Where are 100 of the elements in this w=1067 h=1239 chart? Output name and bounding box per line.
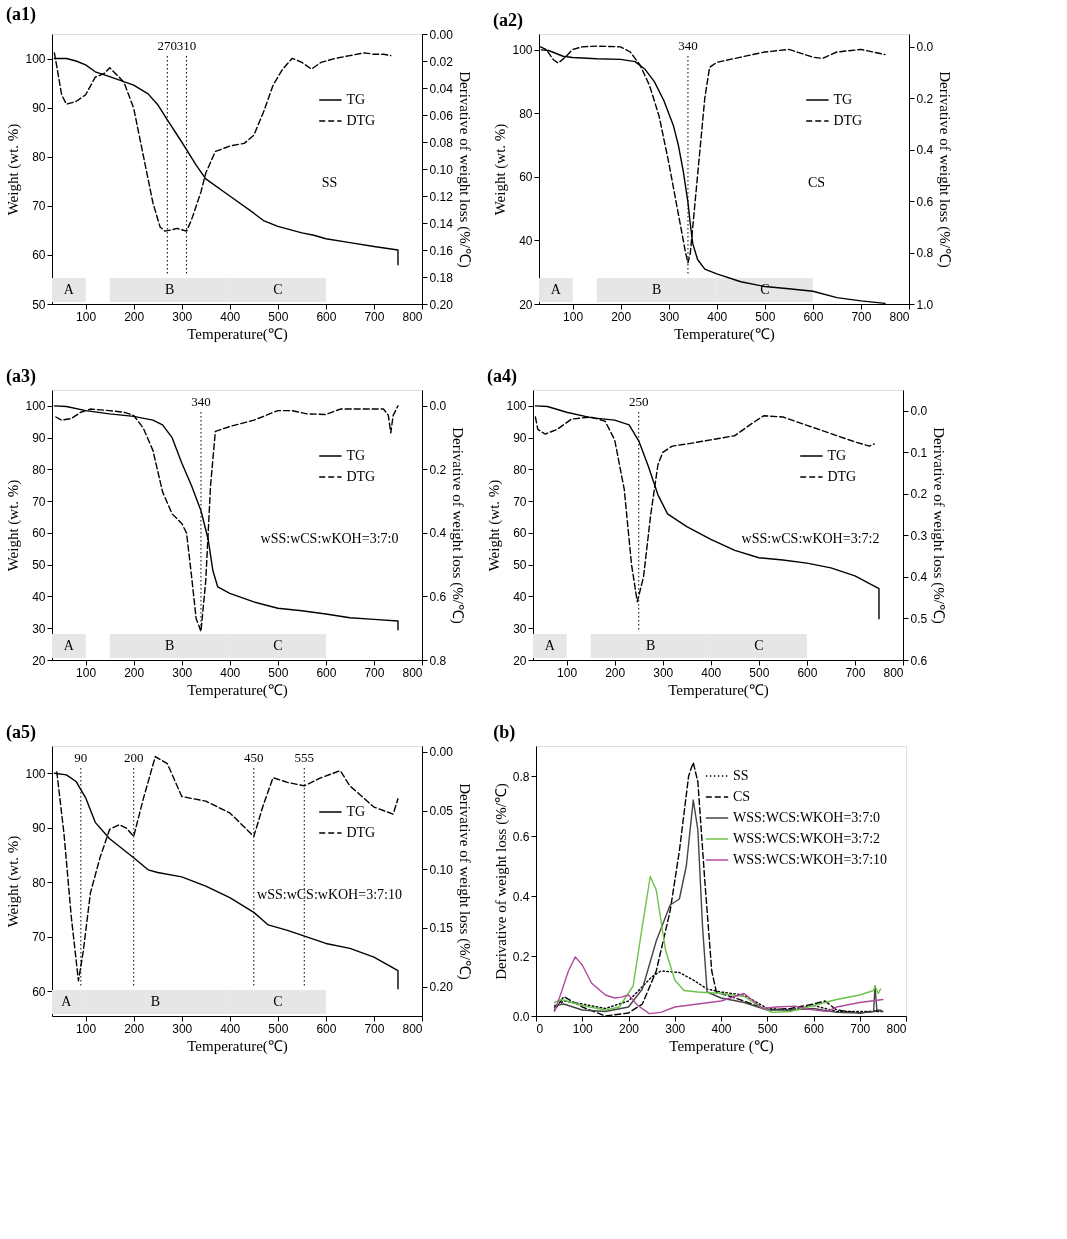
x-tick-label: 600 (803, 1021, 825, 1036)
y2-tick-label: 0.00 (429, 27, 454, 42)
y2-tick-label: 0.6 (910, 653, 928, 668)
x-tick-label: 200 (124, 665, 145, 680)
x-tick-label: 800 (402, 1021, 423, 1036)
legend-label: TG (346, 804, 366, 819)
x-tick-label: 700 (364, 665, 385, 680)
legend-label: TG (346, 92, 366, 107)
y2-axis-title: Derivative of weight loss (%/℃) (936, 71, 954, 268)
y2-tick-label: 0.5 (910, 611, 928, 626)
ref-line-label: 450 (244, 750, 264, 765)
x-tick-label: 400 (707, 309, 728, 324)
y-tick-label: 0.4 (512, 889, 530, 904)
y-tick-label: 0.8 (512, 769, 530, 784)
y-tick-label: 70 (32, 930, 46, 945)
ref-line-label: 340 (191, 394, 211, 409)
y-tick-label: 50 (32, 297, 46, 312)
y-tick-label: 80 (513, 462, 527, 477)
legend-label: CS (733, 789, 751, 804)
y2-tick-label: 0.8 (429, 653, 447, 668)
y2-tick-label: 0.4 (916, 143, 934, 158)
ref-line-label: 310 (176, 38, 197, 53)
y2-tick-label: 0.16 (429, 243, 454, 258)
x-tick-label: 800 (402, 665, 423, 680)
y-tick-label: 60 (32, 984, 46, 999)
y-tick-label: 20 (513, 653, 527, 668)
y-axis-title: Weight (wt. %) (492, 123, 510, 216)
ref-line-label: 90 (74, 750, 88, 765)
y-tick-label: 80 (32, 462, 46, 477)
annotation: CS (807, 174, 826, 190)
x-tick-label: 800 (883, 665, 904, 680)
x-tick-label: 300 (172, 309, 193, 324)
legend-label: TG (827, 448, 847, 463)
x-tick-label: 800 (402, 309, 423, 324)
y-tick-label: 70 (32, 199, 46, 214)
legend-label: WSS:WCS:WKOH=3:7:2 (733, 831, 881, 846)
y-tick-label: 0.0 (512, 1009, 530, 1024)
x-tick-label: 300 (172, 665, 193, 680)
ref-line-label: 250 (628, 394, 649, 409)
band-label: C (273, 994, 283, 1009)
legend-label: DTG (346, 469, 376, 484)
x-tick-label: 500 (268, 1021, 289, 1036)
x-axis-title: Temperature(℃) (187, 325, 288, 343)
x-tick-label: 600 (803, 309, 824, 324)
x-tick-label: 700 (845, 665, 866, 680)
x-tick-label: 100 (76, 309, 97, 324)
legend-label: WSS:WCS:WKOH=3:7:10 (733, 852, 888, 867)
y-tick-label: 70 (32, 494, 46, 509)
y2-axis-title: Derivative of weight loss (%/℃) (449, 427, 467, 624)
x-tick-label: 600 (316, 1021, 337, 1036)
x-tick-label: 200 (124, 309, 145, 324)
band-label: A (61, 994, 73, 1009)
x-tick-label: 800 (886, 1021, 907, 1036)
legend-label: DTG (346, 113, 376, 128)
x-tick-label: 400 (701, 665, 722, 680)
y2-tick-label: 0.20 (429, 297, 454, 312)
y-tick-label: 30 (513, 621, 527, 636)
band-label: C (754, 638, 764, 653)
y-tick-label: 100 (25, 766, 46, 781)
legend-label: TG (833, 92, 853, 107)
band-label: B (652, 282, 662, 297)
band-label: A (550, 282, 562, 297)
x-tick-label: 200 (605, 665, 626, 680)
y-tick-label: 40 (519, 233, 533, 248)
x-tick-label: 200 (618, 1021, 640, 1036)
x-tick-label: 600 (316, 309, 337, 324)
x-axis-title: Temperature (℃) (669, 1037, 774, 1055)
y-tick-label: 100 (506, 399, 527, 414)
y-axis-title: Weight (wt. %) (486, 479, 504, 572)
y2-tick-label: 0.2 (910, 487, 928, 502)
y2-tick-label: 0.4 (429, 526, 447, 541)
y-tick-label: 100 (25, 52, 46, 67)
y-tick-label: 50 (32, 558, 46, 573)
x-tick-label: 800 (889, 309, 910, 324)
y-tick-label: 40 (513, 589, 527, 604)
legend-label: DTG (827, 469, 857, 484)
x-tick-label: 500 (268, 309, 289, 324)
y-tick-label: 60 (32, 248, 46, 263)
y2-tick-label: 0.04 (429, 81, 454, 96)
y2-tick-label: 0.08 (429, 135, 454, 150)
y-tick-label: 60 (513, 526, 527, 541)
y2-tick-label: 0.0 (910, 404, 928, 419)
x-tick-label: 600 (316, 665, 337, 680)
band-label: C (273, 282, 283, 297)
x-tick-label: 500 (757, 1021, 779, 1036)
ref-line-label: 200 (123, 750, 144, 765)
y2-tick-label: 0.18 (429, 270, 454, 285)
x-tick-label: 600 (797, 665, 818, 680)
x-tick-label: 700 (851, 309, 872, 324)
band-label: B (150, 994, 160, 1009)
y-tick-label: 30 (32, 621, 46, 636)
ref-line-label: 270 (157, 38, 178, 53)
x-tick-label: 100 (76, 665, 97, 680)
y-tick-label: 80 (519, 106, 533, 121)
legend-label: WSS:WCS:WKOH=3:7:0 (733, 810, 881, 825)
x-tick-label: 700 (364, 1021, 385, 1036)
x-tick-label: 500 (755, 309, 776, 324)
legend-label: DTG (833, 113, 863, 128)
annotation: SS (321, 174, 338, 190)
x-tick-label: 0 (536, 1021, 544, 1036)
